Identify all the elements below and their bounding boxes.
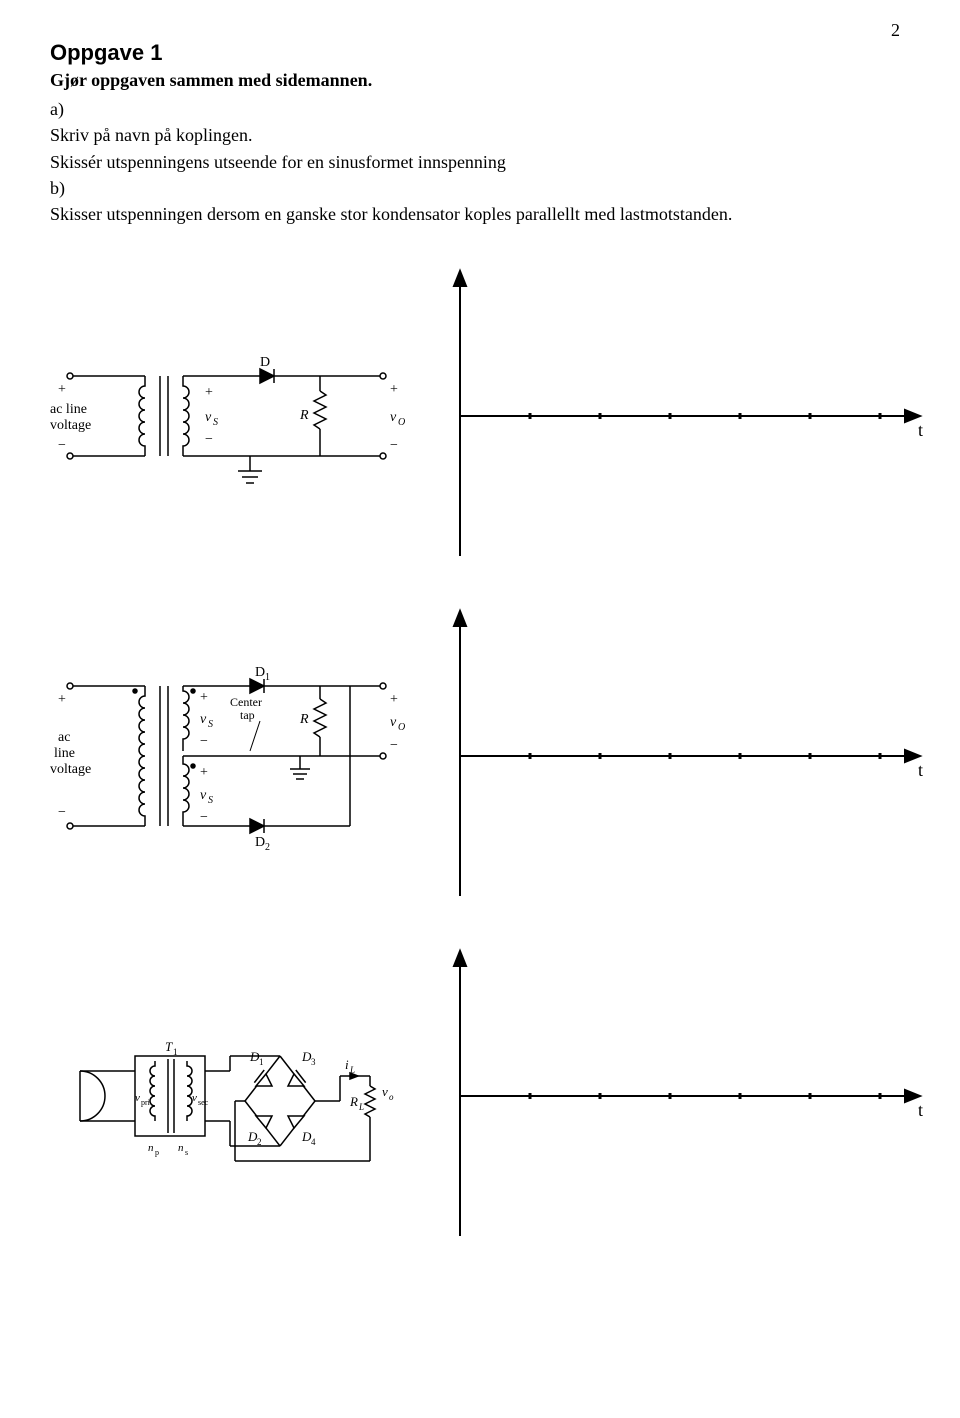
svg-text:v: v [205,410,212,425]
row-circuit-2: + ac line voltage − [50,606,910,906]
svg-text:voltage: voltage [50,762,91,777]
svg-text:T: T [165,1039,173,1054]
svg-text:L: L [358,1102,364,1112]
svg-text:−: − [390,738,398,753]
axes-1: t [430,266,930,566]
svg-text:3: 3 [311,1057,316,1067]
svg-text:v: v [200,712,207,727]
svg-text:−: − [390,438,398,453]
svg-text:R: R [299,712,309,727]
svg-text:2: 2 [257,1137,262,1147]
svg-text:1: 1 [259,1057,264,1067]
svg-text:voltage: voltage [50,418,91,433]
row-circuit-3: T 1 v pri v sec n p n s [50,946,910,1246]
svg-text:D: D [260,355,270,370]
svg-text:p: p [155,1148,159,1157]
part-a-line2: Skissér utspenningens utseende for en si… [50,150,910,174]
svg-text:v: v [200,788,207,803]
circuit-bridge: T 1 v pri v sec n p n s [50,1001,410,1191]
svg-text:−: − [58,805,66,820]
svg-text:+: + [200,765,208,780]
axis-label-t-1: t [918,420,923,440]
svg-text:+: + [390,382,398,397]
svg-text:S: S [208,795,213,806]
part-a-line1: Skriv på navn på koplingen. [50,123,910,147]
svg-text:L: L [349,1065,355,1075]
svg-text:+: + [390,692,398,707]
svg-text:sec: sec [198,1098,209,1107]
svg-text:+: + [58,382,66,397]
svg-text:pri: pri [141,1098,151,1107]
axes-3: t [430,946,930,1246]
svg-text:1: 1 [265,672,270,683]
svg-text:+: + [58,692,66,707]
svg-text:Center: Center [230,695,262,709]
heading-oppgave: Oppgave 1 [50,40,910,66]
part-b-label: b) [50,176,910,200]
svg-text:1: 1 [173,1047,178,1057]
svg-text:line: line [54,746,75,761]
svg-text:S: S [213,417,218,428]
svg-text:n: n [178,1142,184,1154]
svg-text:i: i [345,1057,349,1072]
svg-text:v: v [135,1092,140,1104]
svg-text:+: + [205,385,213,400]
svg-text:s: s [185,1148,188,1157]
svg-text:o: o [389,1092,394,1102]
svg-text:ac: ac [58,730,70,745]
part-a-label: a) [50,97,910,121]
svg-text:−: − [58,438,66,453]
circuit-center-tap: + ac line voltage − [50,641,410,871]
svg-text:R: R [349,1094,358,1109]
svg-text:S: S [208,719,213,730]
subheading: Gjør oppgaven sammen med sidemannen. [50,70,910,91]
label-ac-line: ac line [50,402,87,417]
svg-text:+: + [200,690,208,705]
axis-label-t-2: t [918,760,923,780]
svg-text:v: v [382,1084,388,1099]
svg-text:D: D [255,835,265,850]
svg-text:D: D [255,665,265,680]
svg-text:O: O [398,722,405,733]
part-b-line1: Skisser utspenningen dersom en ganske st… [50,202,910,226]
svg-text:−: − [200,810,208,825]
svg-text:v: v [192,1092,197,1104]
svg-text:R: R [299,408,309,423]
svg-text:O: O [398,417,405,428]
svg-text:n: n [148,1142,154,1154]
svg-text:v: v [390,410,397,425]
svg-text:tap: tap [240,708,255,722]
circuit-half-wave: + ac line voltage − [50,321,410,511]
svg-text:4: 4 [311,1137,316,1147]
svg-text:−: − [200,734,208,749]
row-circuit-1: + ac line voltage − [50,266,910,566]
svg-text:2: 2 [265,842,270,853]
page-number: 2 [891,20,900,41]
axis-label-t-3: t [918,1100,923,1120]
svg-text:−: − [205,432,213,447]
axes-2: t [430,606,930,906]
svg-text:v: v [390,715,397,730]
